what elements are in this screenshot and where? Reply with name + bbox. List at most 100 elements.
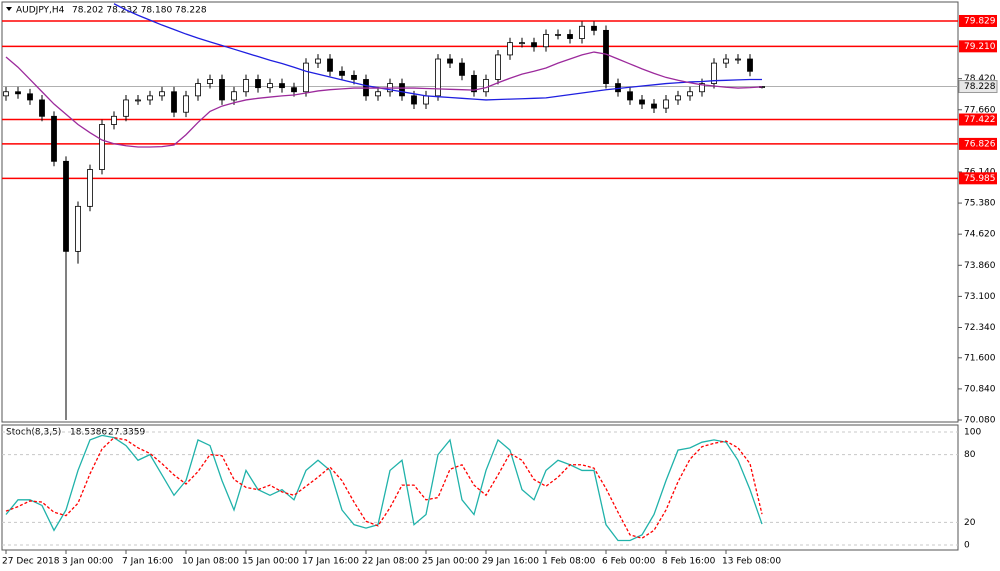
candle-body — [219, 79, 225, 101]
candle-body — [711, 62, 717, 84]
candle-body — [327, 58, 333, 72]
y-tick-label: 71.600 — [964, 353, 996, 363]
x-tick-label: 17 Jan 16:00 — [302, 557, 359, 567]
candle-body — [75, 205, 81, 252]
stoch-panel — [1, 424, 959, 551]
current-price-label: 78.228 — [964, 82, 996, 92]
level-box — [959, 113, 997, 126]
candle-body — [567, 34, 573, 39]
candle-body — [279, 83, 285, 89]
x-tick-label: 10 Jan 08:00 — [182, 557, 239, 567]
candle-body — [51, 115, 57, 162]
candle-body — [339, 70, 345, 76]
x-tick-label: 1 Feb 08:00 — [542, 557, 596, 567]
candle-body — [459, 62, 465, 76]
candle-body — [531, 42, 537, 48]
x-tick-label: 7 Jan 16:00 — [122, 557, 174, 567]
stoch-line — [5, 434, 763, 542]
candle-body — [579, 25, 585, 39]
candle-body — [207, 79, 213, 84]
candle-body — [99, 124, 105, 170]
menu-icon — [6, 7, 12, 11]
x-tick-label: 8 Feb 16:00 — [662, 557, 716, 567]
candle-body — [591, 25, 597, 31]
x-tick-label: 25 Jan 00:00 — [422, 557, 479, 567]
candle-body — [495, 54, 501, 80]
candle-body — [147, 95, 153, 101]
candle-body — [231, 91, 237, 101]
candle-body — [303, 62, 309, 93]
candle-body — [747, 58, 753, 72]
candle-body — [543, 34, 549, 48]
candle-body — [27, 93, 33, 101]
y-tick-label: 73.100 — [964, 292, 996, 302]
level-box — [959, 40, 997, 53]
candle-body — [111, 115, 117, 125]
candle-body — [735, 58, 741, 61]
candle-body — [195, 83, 201, 97]
candle-body — [723, 58, 729, 64]
current-price-box — [958, 80, 998, 94]
x-tick-label: 22 Jan 08:00 — [362, 557, 419, 567]
candle-body — [135, 99, 141, 102]
y-tick-label: 73.860 — [964, 261, 996, 271]
candle-body — [243, 79, 249, 93]
candle-body — [435, 58, 441, 97]
candle-body — [423, 95, 429, 105]
stoch-signal-value: 27.3359 — [108, 428, 145, 438]
level-box — [959, 172, 997, 185]
candle-body — [123, 99, 129, 117]
y-tick-label: 20 — [964, 518, 976, 528]
y-tick-label: 0 — [964, 541, 970, 551]
candle-body — [351, 74, 357, 80]
y-tick-label: 100 — [964, 428, 981, 438]
candle-body — [411, 95, 417, 105]
candle-body — [639, 99, 645, 105]
symbol: AUDJPY,H4 — [16, 6, 65, 16]
y-tick-label: 74.620 — [964, 230, 996, 240]
y-tick-label: 78.420 — [964, 74, 996, 84]
candle-body — [183, 95, 189, 113]
candle-body — [159, 91, 165, 97]
candle-body — [483, 79, 489, 93]
moving-average — [5, 51, 763, 148]
candle-body — [255, 79, 261, 89]
candle-body — [675, 95, 681, 101]
x-tick-label: 6 Feb 00:00 — [602, 557, 656, 567]
candle-body — [3, 91, 9, 97]
candle-body — [171, 91, 177, 113]
y-tick-label: 80 — [964, 450, 976, 460]
candle-body — [63, 160, 69, 252]
main-panel — [1, 1, 959, 423]
y-tick-label: 72.340 — [964, 323, 996, 333]
candle-body — [651, 103, 657, 109]
y-tick-label: 77.660 — [964, 105, 996, 115]
candle-body — [699, 83, 705, 93]
x-tick-label: 3 Jan 00:00 — [62, 557, 114, 567]
y-tick-label: 75.380 — [964, 199, 996, 209]
candle-body — [291, 87, 297, 93]
candle-body — [519, 42, 525, 45]
candle-body — [87, 169, 93, 207]
candle-body — [39, 99, 45, 117]
level-label: 75.985 — [964, 174, 996, 184]
y-tick-label: 70.840 — [964, 384, 996, 394]
candle-body — [15, 91, 21, 95]
level-label: 79.210 — [964, 42, 996, 52]
level-box — [959, 137, 997, 150]
candle-body — [399, 83, 405, 97]
ohlc-info: 78.202 78.232 78.180 78.228 — [72, 6, 207, 16]
x-tick-label: 13 Feb 08:00 — [722, 557, 781, 567]
y-tick-label: 70.080 — [964, 415, 996, 425]
level-box — [959, 14, 997, 27]
candle-body — [447, 58, 453, 64]
candle-body — [603, 29, 609, 84]
x-tick-label: 15 Jan 00:00 — [242, 557, 299, 567]
candle-body — [687, 91, 693, 97]
candle-body — [315, 58, 321, 64]
level-label: 76.826 — [964, 139, 996, 149]
candle-body — [375, 91, 381, 97]
x-tick-label: 29 Jan 16:00 — [482, 557, 539, 567]
x-tick-label: 27 Dec 2018 — [2, 557, 60, 567]
candle-body — [555, 34, 561, 36]
